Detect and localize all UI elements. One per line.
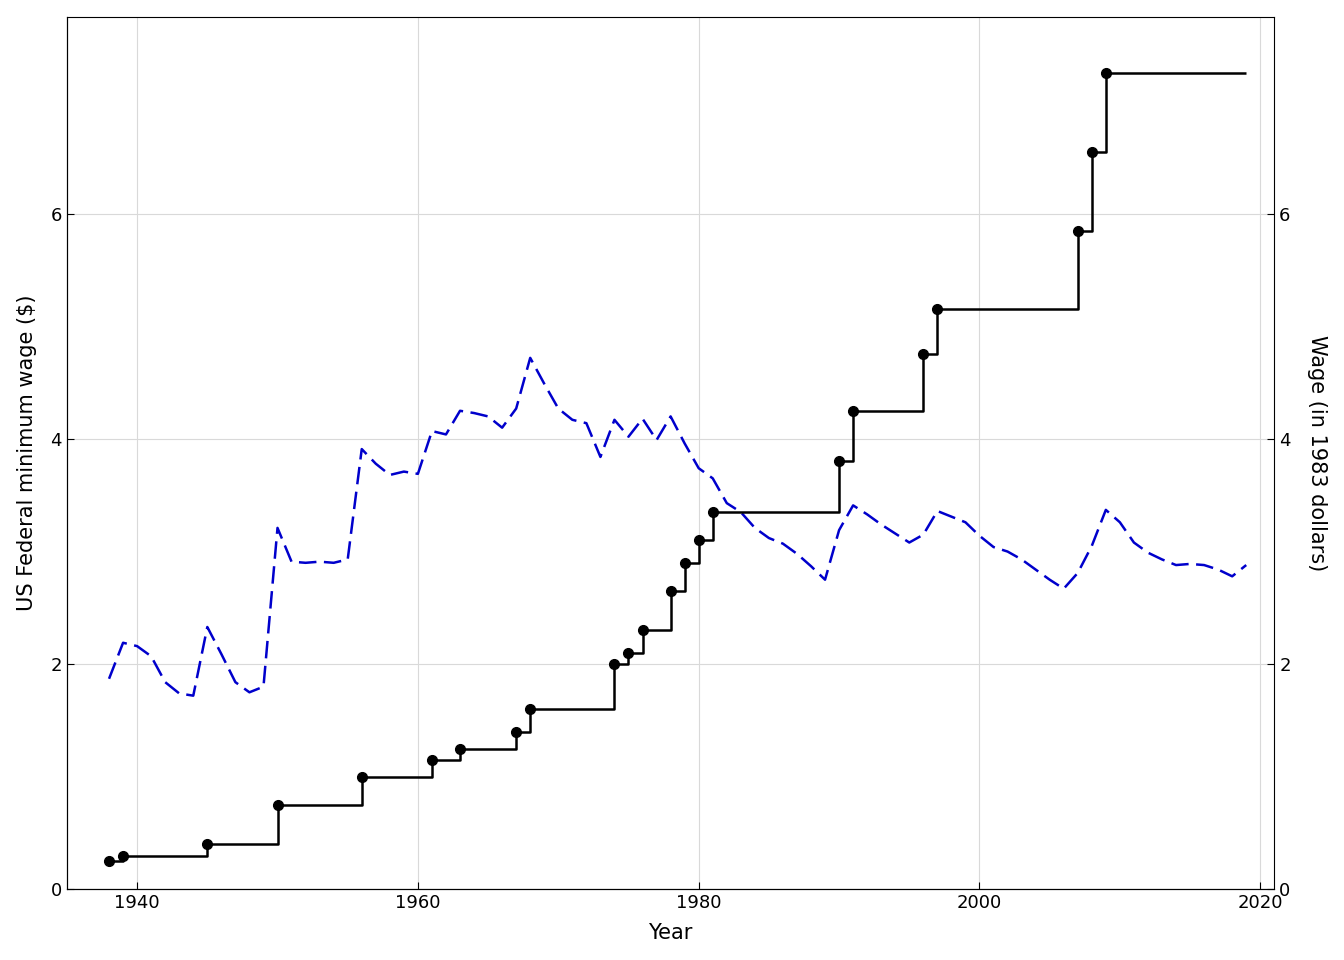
Y-axis label: US Federal minimum wage ($): US Federal minimum wage ($) — [16, 295, 36, 612]
X-axis label: Year: Year — [648, 924, 692, 944]
Y-axis label: Wage (in 1983 dollars): Wage (in 1983 dollars) — [1308, 335, 1328, 571]
